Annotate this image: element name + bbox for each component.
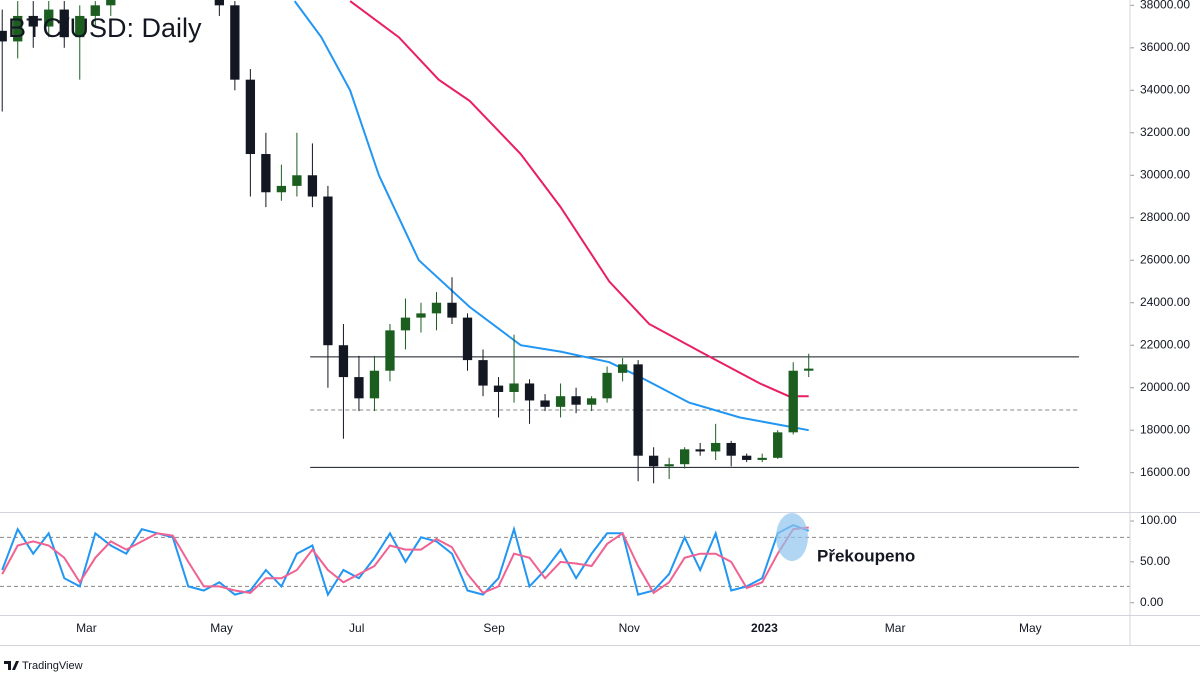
y-tick-label: 16000.00	[1140, 465, 1190, 479]
candle-body	[742, 455, 752, 460]
y-tick-label: 100.00	[1140, 513, 1177, 527]
candle-body	[804, 368, 814, 371]
x-tick-label: 2023	[751, 621, 778, 635]
logo: TradingView	[4, 660, 83, 672]
candle-body	[261, 154, 271, 193]
candle-body	[214, 0, 225, 6]
y-tick-label: 28000.00	[1140, 210, 1190, 224]
candle-body	[338, 345, 349, 378]
candle-body	[276, 185, 287, 193]
candle-body	[106, 0, 116, 6]
oscillator-panel	[0, 524, 1130, 597]
moving-average	[349, 0, 809, 398]
y-tick-label: 34000.00	[1140, 82, 1190, 96]
candle-body	[617, 364, 628, 373]
candle-body	[757, 457, 767, 460]
y-tick-label: 38000.00	[1140, 0, 1190, 11]
y-tick-label: 26000.00	[1140, 252, 1190, 266]
x-tick-label: Mar	[76, 621, 97, 635]
x-tick-label: May	[1019, 621, 1042, 635]
candle-body	[711, 442, 721, 452]
y-tick-label: 0.00	[1140, 595, 1164, 609]
x-tick-label: Sep	[483, 621, 505, 635]
chart-title: BTC/USD: Daily	[8, 13, 202, 43]
candle-body	[385, 330, 395, 371]
candle-body	[400, 317, 411, 331]
candle-body	[431, 302, 442, 314]
candle-body	[462, 317, 473, 361]
y-tick-label: 50.00	[1140, 554, 1170, 568]
candle-body	[292, 175, 302, 186]
y-tick-label: 20000.00	[1140, 380, 1190, 394]
candle-body	[369, 370, 380, 399]
candle-body	[726, 442, 736, 456]
candle-body	[230, 5, 240, 80]
candle-body	[307, 175, 318, 197]
y-tick-label: 30000.00	[1140, 167, 1190, 181]
candle-body	[323, 196, 333, 346]
x-tick-label: Nov	[619, 621, 640, 635]
highlight	[776, 513, 808, 561]
candle-body	[59, 9, 69, 38]
candle-body	[633, 364, 643, 456]
candle-body	[648, 455, 659, 467]
candle-body	[75, 15, 85, 38]
candle-body	[90, 5, 100, 16]
oscillator-line	[1, 524, 810, 597]
y-tick-label: 36000.00	[1140, 40, 1190, 54]
candle-body	[571, 396, 581, 405]
candle-body	[509, 383, 519, 392]
candle-body	[44, 9, 54, 27]
candle-body	[773, 432, 783, 458]
candle-body	[13, 15, 23, 42]
moving-average	[293, 0, 809, 432]
candle-body	[679, 449, 690, 465]
logo-icon	[4, 661, 19, 670]
candle-body	[0, 30, 7, 42]
oscillator-line	[1, 526, 809, 595]
candle-body	[493, 385, 504, 392]
footer: TradingView	[22, 660, 83, 672]
y-tick-label: 32000.00	[1140, 125, 1190, 139]
y-tick-label: 18000.00	[1140, 422, 1190, 436]
x-tick-label: Jul	[349, 621, 364, 635]
candle-body	[788, 370, 798, 433]
annotation: Překoupeno	[817, 546, 915, 565]
x-tick-label: May	[210, 621, 233, 635]
candle-body	[602, 372, 612, 399]
candle-body	[664, 464, 674, 467]
x-tick-label: Mar	[885, 621, 906, 635]
candle-body	[695, 449, 705, 452]
candle-body	[28, 15, 38, 27]
axes: 16000.00 18000.00 20000.00 22000.00 24000.00…	[76, 0, 1190, 635]
candle-body	[447, 302, 457, 318]
candle-body	[354, 377, 364, 399]
candle-body	[586, 398, 597, 405]
candle-body	[478, 360, 488, 386]
y-tick-label: 22000.00	[1140, 337, 1190, 351]
candle-body	[245, 79, 256, 155]
y-tick-label: 24000.00	[1140, 295, 1190, 309]
price-panel	[0, 0, 1080, 484]
candle-body	[540, 400, 550, 407]
candle-body	[555, 396, 566, 407]
candle-body	[524, 383, 535, 401]
candle-body	[416, 313, 426, 318]
